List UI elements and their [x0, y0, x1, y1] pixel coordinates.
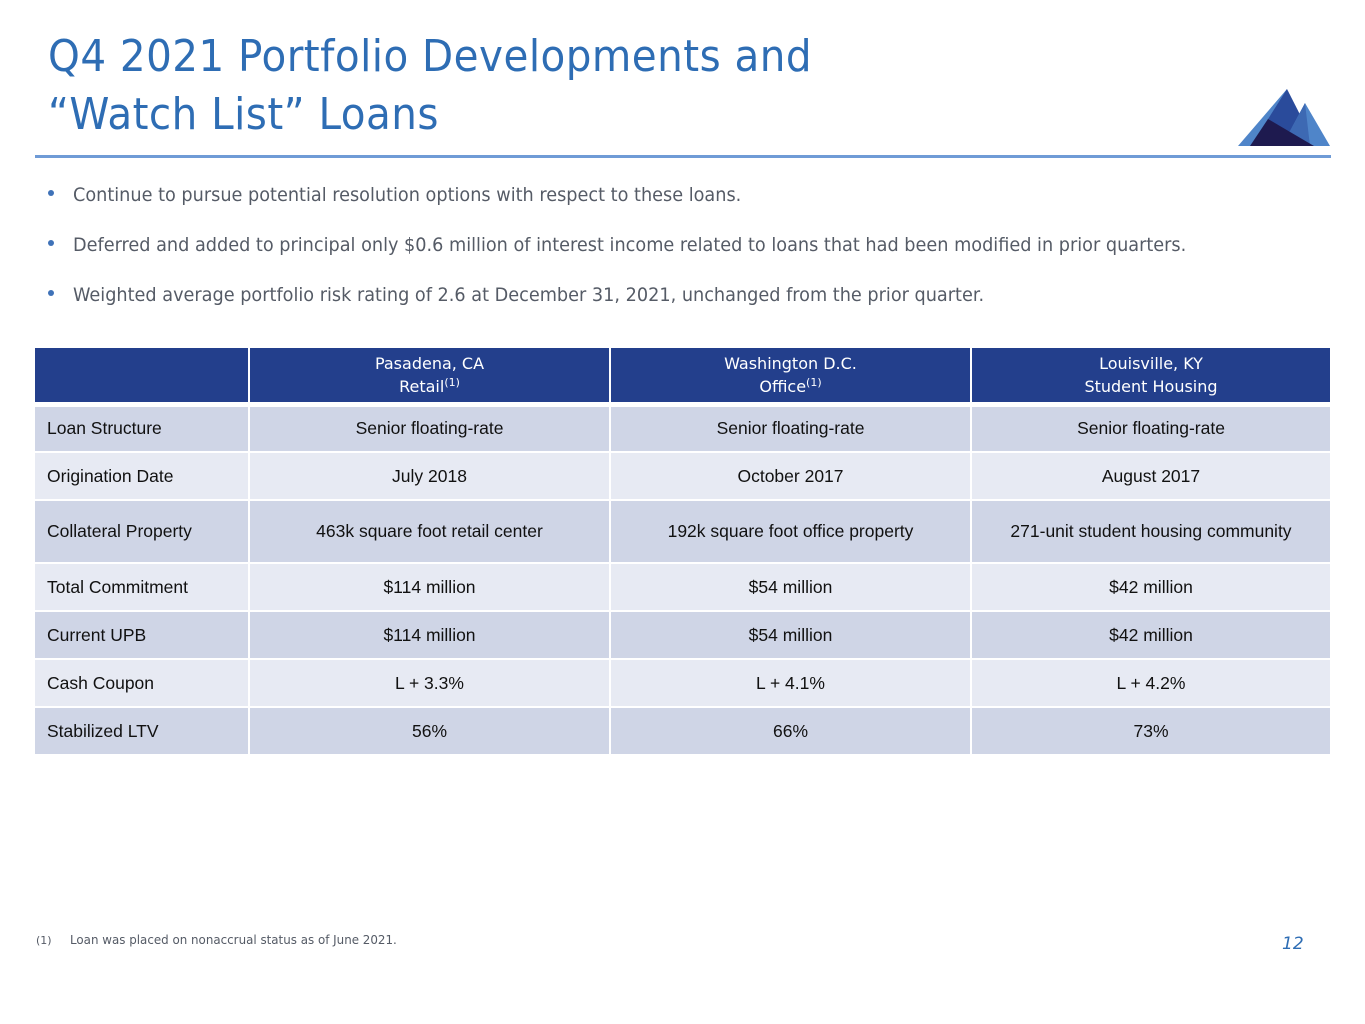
table-cell: L + 4.1%	[609, 658, 972, 708]
table-cell: 56%	[248, 706, 611, 756]
footnote-ref: (1)	[806, 375, 822, 389]
page-title: Q4 2021 Portfolio Developments and “Watc…	[48, 28, 812, 144]
table-cell: $114 million	[248, 610, 611, 660]
page-number: 12	[1282, 934, 1304, 954]
table-header-row: Pasadena, CA Retail(1) Washington D.C. O…	[35, 348, 1332, 407]
mountain-logo-icon	[1238, 89, 1330, 146]
footnote-marker: (1)	[36, 934, 52, 947]
bullet-dot-icon	[48, 240, 54, 246]
header-location: Pasadena, CA	[374, 353, 485, 373]
table-row-total-commitment: Total Commitment $114 million $54 millio…	[35, 562, 1332, 612]
header-property-type: Office	[759, 376, 807, 396]
bullet-dot-icon	[48, 190, 54, 196]
header-cell-louisville: Louisville, KY Student Housing	[970, 348, 1332, 407]
row-label: Collateral Property	[35, 499, 250, 564]
header-cell-empty	[35, 348, 250, 407]
bullet-dot-icon	[48, 290, 54, 296]
table-cell: $114 million	[248, 562, 611, 612]
row-label: Stabilized LTV	[35, 706, 250, 756]
table-row-collateral-property: Collateral Property 463k square foot ret…	[35, 499, 1332, 564]
row-label: Loan Structure	[35, 403, 250, 453]
bullet-text: Continue to pursue potential resolution …	[73, 184, 742, 206]
bullet-item: Continue to pursue potential resolution …	[48, 184, 1348, 234]
header-property-type: Student Housing	[1084, 376, 1218, 396]
table-cell: 271-unit student housing community	[970, 499, 1332, 564]
table-cell: October 2017	[609, 451, 972, 501]
logo-dark-facet	[1250, 119, 1314, 146]
row-label: Total Commitment	[35, 562, 250, 612]
watch-list-loans-table: Pasadena, CA Retail(1) Washington D.C. O…	[35, 348, 1332, 756]
bullet-text: Weighted average portfolio risk rating o…	[73, 284, 985, 306]
table-cell: Senior floating-rate	[970, 403, 1332, 453]
footnote: (1) Loan was placed on nonaccrual status …	[36, 932, 414, 947]
row-label: Current UPB	[35, 610, 250, 660]
bullet-list: Continue to pursue potential resolution …	[48, 184, 1348, 334]
table-cell: 192k square foot office property	[609, 499, 972, 564]
footnote-ref: (1)	[444, 375, 460, 389]
table-row-origination-date: Origination Date July 2018 October 2017 …	[35, 451, 1332, 501]
table-cell: Senior floating-rate	[248, 403, 611, 453]
header-cell-washington: Washington D.C. Office(1)	[609, 348, 972, 407]
table-cell: Senior floating-rate	[609, 403, 972, 453]
table-row-current-upb: Current UPB $114 million $54 million $42…	[35, 610, 1332, 660]
table-row-stabilized-ltv: Stabilized LTV 56% 66% 73%	[35, 706, 1332, 756]
bullet-item: Weighted average portfolio risk rating o…	[48, 284, 1348, 334]
row-label: Origination Date	[35, 451, 250, 501]
table-cell: 73%	[970, 706, 1332, 756]
table-cell: 66%	[609, 706, 972, 756]
header-location: Washington D.C.	[724, 353, 857, 373]
table-cell: August 2017	[970, 451, 1332, 501]
table-cell: $42 million	[970, 610, 1332, 660]
table-cell: 463k square foot retail center	[248, 499, 611, 564]
header-location: Louisville, KY	[1099, 353, 1203, 373]
page-title-line-2: “Watch List” Loans	[48, 89, 439, 140]
table-cell: L + 3.3%	[248, 658, 611, 708]
table-cell: July 2018	[248, 451, 611, 501]
bullet-text: Deferred and added to principal only $0.…	[73, 234, 1187, 256]
bullet-item: Deferred and added to principal only $0.…	[48, 234, 1348, 284]
table-row-cash-coupon: Cash Coupon L + 3.3% L + 4.1% L + 4.2%	[35, 658, 1332, 708]
table-cell: L + 4.2%	[970, 658, 1332, 708]
page-title-line-1: Q4 2021 Portfolio Developments and	[48, 31, 813, 82]
table-row-loan-structure: Loan Structure Senior floating-rate Seni…	[35, 403, 1332, 453]
table-cell: $54 million	[609, 562, 972, 612]
header-property-type: Retail	[399, 376, 445, 396]
header-cell-pasadena: Pasadena, CA Retail(1)	[248, 348, 611, 407]
table-cell: $42 million	[970, 562, 1332, 612]
footnote-text: Loan was placed on nonaccrual status as …	[70, 932, 397, 947]
title-divider	[35, 155, 1331, 158]
table-cell: $54 million	[609, 610, 972, 660]
row-label: Cash Coupon	[35, 658, 250, 708]
